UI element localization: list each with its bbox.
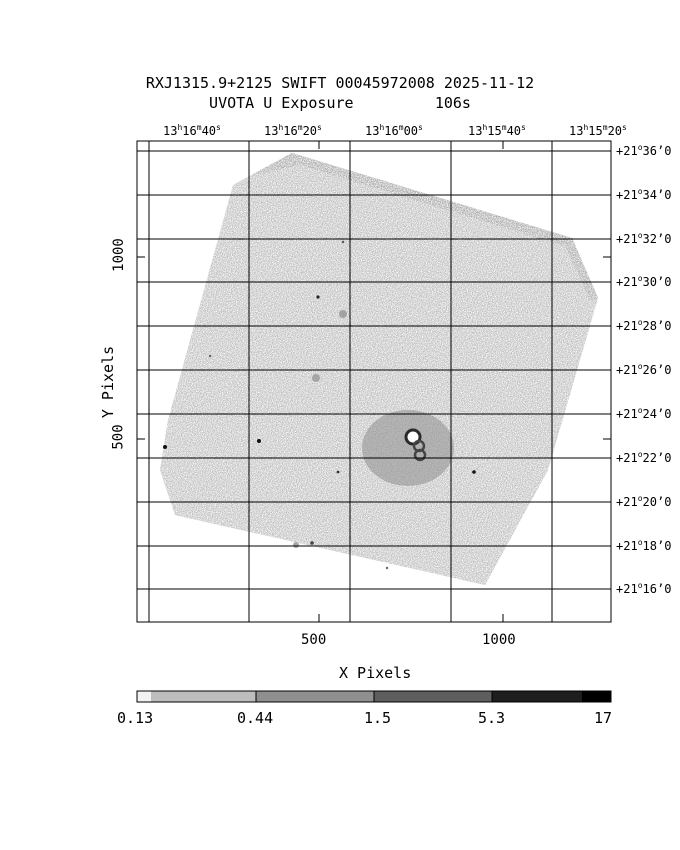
dec-label: +21o16’0 <box>616 581 672 596</box>
source-halo <box>362 410 454 486</box>
x-tick-1000: 1000 <box>482 632 516 648</box>
ra-label: 13h16m40s <box>163 123 221 138</box>
star <box>257 439 261 443</box>
ra-label: 13h16m00s <box>365 123 423 138</box>
y-tick-500: 500 <box>110 424 127 450</box>
faint-blob <box>293 542 299 548</box>
noise-overlay <box>160 153 598 585</box>
colorbar-label-3: 5.3 <box>478 709 506 727</box>
star <box>341 240 345 244</box>
star <box>472 470 476 474</box>
colorbar-label-4: 17 <box>594 709 613 727</box>
dec-label: +21o34’0 <box>616 187 672 202</box>
faint-blob <box>312 374 320 382</box>
y-axis-title: Y Pixels <box>99 345 118 419</box>
ra-label: 13h15m40s <box>468 123 526 138</box>
colorbar-label-0: 0.13 <box>117 709 154 727</box>
dec-label: +21o32’0 <box>616 231 672 246</box>
colorbar <box>136 690 612 703</box>
dec-label: +21o18’0 <box>616 538 672 553</box>
ghost-ring-2 <box>413 448 427 462</box>
star <box>208 354 212 358</box>
coordinate-grid <box>137 141 611 622</box>
image-subtitle: UVOTA U Exposure 106s <box>209 94 471 112</box>
plot-frame <box>136 140 612 623</box>
x-axis-title: X Pixels <box>339 664 412 682</box>
dec-label: +21o22’0 <box>616 450 672 465</box>
x-tick-500: 500 <box>301 632 327 648</box>
dec-label: +21o20’0 <box>616 494 672 509</box>
ra-label: 13h15m20s <box>569 123 627 138</box>
faint-blob <box>339 310 347 318</box>
dec-label: +21o36’0 <box>616 143 672 158</box>
colorbar-label-1: 0.44 <box>237 709 274 727</box>
star <box>385 566 389 570</box>
star <box>316 295 320 299</box>
dec-label: +21o26’0 <box>616 362 672 377</box>
dec-label: +21o24’0 <box>616 406 672 421</box>
star <box>336 470 340 474</box>
star <box>163 445 167 449</box>
ra-label: 13h16m20s <box>264 123 322 138</box>
y-tick-1000: 1000 <box>110 238 127 272</box>
colorbar-label-2: 1.5 <box>364 709 392 727</box>
pixel-ticks <box>137 141 611 622</box>
dec-label: +21o28’0 <box>616 318 672 333</box>
image-title: RXJ1315.9+2125 SWIFT 00045972008 2025-11… <box>145 74 535 92</box>
dec-label: +21o30’0 <box>616 274 672 289</box>
star <box>310 541 314 545</box>
